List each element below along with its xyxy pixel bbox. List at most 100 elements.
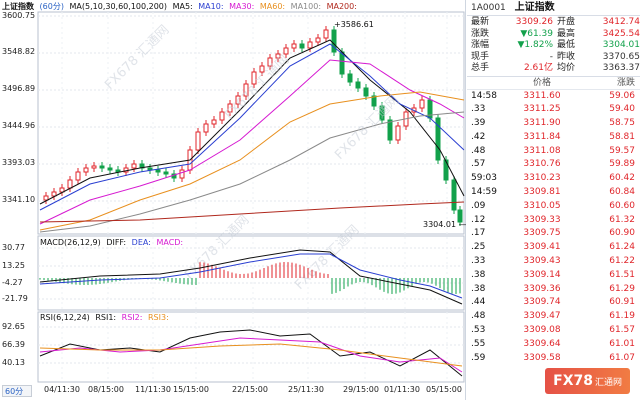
trade-time: .12 xyxy=(471,214,486,225)
trade-time: .39 xyxy=(471,118,486,129)
rsi3-legend: RSI3: xyxy=(147,313,169,322)
chart-area[interactable]: +3586.61 3304.01 — FX678 汇通网 FX678 汇通网 FX678… xyxy=(0,0,466,400)
candle-body xyxy=(395,125,401,141)
trade-row[interactable]: .57 3310.76 59.89 xyxy=(467,158,640,172)
trades-header-time xyxy=(471,77,507,90)
candle-body xyxy=(363,87,369,97)
macd-legend-params: MACD(26,12,9) xyxy=(40,238,101,247)
chart-canvas[interactable]: +3586.61 3304.01 — FX678 汇通网 FX678 汇通网 FX678… xyxy=(0,0,466,400)
quote-value: 3363.37 xyxy=(602,63,640,73)
candle-body xyxy=(43,195,49,201)
candle-body xyxy=(331,29,337,53)
ma200-legend: MA200: xyxy=(326,2,357,11)
macd-y-tick: -4.27 xyxy=(2,278,23,287)
rsi-y-tick: 66.39 xyxy=(2,340,25,349)
trade-row[interactable]: .33 3309.43 61.22 xyxy=(467,255,640,269)
candle-body xyxy=(267,57,273,67)
candle-body xyxy=(291,43,297,49)
trade-time: 14:59 xyxy=(471,187,497,198)
y-tick: 3444.96 xyxy=(2,121,36,130)
candle-body xyxy=(203,123,209,133)
trade-time: .17 xyxy=(471,228,486,239)
quote-value: ▼1.82% xyxy=(517,40,553,50)
trade-row[interactable]: .53 3309.08 61.57 xyxy=(467,324,640,338)
trade-price: 3309.75 xyxy=(523,228,561,239)
trade-row[interactable]: .38 3309.36 61.29 xyxy=(467,283,640,297)
trade-row[interactable]: 59:03 3310.23 60.42 xyxy=(467,172,640,186)
trade-row[interactable]: .38 3309.14 61.51 xyxy=(467,269,640,283)
trade-row[interactable]: .59 3309.58 61.07 xyxy=(467,352,640,366)
rsi2-line xyxy=(39,337,463,373)
trade-row[interactable]: .25 3309.41 61.24 xyxy=(467,241,640,255)
trade-row[interactable]: .17 3309.75 60.90 xyxy=(467,227,640,241)
quote-label: 昨收 xyxy=(557,51,576,62)
candle-body xyxy=(51,191,57,197)
candle-body xyxy=(99,165,105,169)
trade-change: 59.06 xyxy=(609,90,635,101)
timeframe-selector[interactable]: 60分 xyxy=(2,385,32,397)
candle-body xyxy=(347,73,353,83)
trade-price: 3309.58 xyxy=(523,352,561,363)
candle-body xyxy=(251,71,257,85)
dea-legend: DEA: xyxy=(131,238,151,247)
macd-legend: MACD(26,12,9) DIFF: DEA: MACD: xyxy=(40,237,186,249)
candle-body xyxy=(419,99,425,109)
ma100-legend: MA100: xyxy=(290,2,322,11)
trade-price: 3309.47 xyxy=(523,311,561,322)
x-axis-label: 01/11:30 xyxy=(384,385,420,394)
quote-value: 2.61亿 xyxy=(523,63,553,73)
trade-row[interactable]: .55 3309.64 61.01 xyxy=(467,338,640,352)
trade-row[interactable]: 14:58 3311.60 59.06 xyxy=(467,90,640,104)
candle-body xyxy=(107,167,113,171)
candle-body xyxy=(451,179,457,211)
trade-price: 3309.36 xyxy=(523,283,561,294)
candle-body xyxy=(219,111,225,121)
x-axis-label: 11/11:30 xyxy=(135,385,171,394)
period-tag[interactable]: (60分) xyxy=(39,2,64,11)
trade-row[interactable]: .48 3311.08 59.57 xyxy=(467,145,640,159)
candle-body xyxy=(275,53,281,59)
trade-price: 3309.43 xyxy=(523,256,561,267)
trade-time: .33 xyxy=(471,256,486,267)
trade-time: .44 xyxy=(471,297,486,308)
trade-change: 60.42 xyxy=(609,173,635,184)
candle-body xyxy=(435,117,441,161)
trade-price: 3309.41 xyxy=(523,242,561,253)
trade-row[interactable]: .39 3311.90 58.75 xyxy=(467,117,640,131)
trade-row[interactable]: 14:59 3309.81 60.84 xyxy=(467,186,640,200)
trade-row[interactable]: .44 3309.74 60.91 xyxy=(467,296,640,310)
trade-list[interactable]: 14:58 3311.60 59.06 .33 3311.25 59.40 .39 3311.… xyxy=(467,90,640,366)
trade-row[interactable]: .09 3310.05 60.60 xyxy=(467,200,640,214)
trade-time: .48 xyxy=(471,145,486,156)
watermark-text: FX678 汇通网 xyxy=(182,213,252,283)
ma-legend-params: MA(5,10,30,60,100,200) xyxy=(69,2,168,11)
y-tick: 3496.89 xyxy=(2,84,36,93)
rsi-y-tick: 92.65 xyxy=(2,322,25,331)
brand-badge-sub: 汇通网 xyxy=(594,378,622,388)
trade-row[interactable]: .12 3309.33 61.32 xyxy=(467,214,640,228)
candle-body xyxy=(131,163,137,169)
watermark-text: FX678 汇通网 xyxy=(102,23,172,93)
trade-row[interactable]: .42 3311.84 58.81 xyxy=(467,131,640,145)
ma5-line xyxy=(39,39,465,205)
quote-label: 最高 xyxy=(557,28,576,39)
quote-label: 涨跌 xyxy=(471,28,490,39)
ma5-legend: MA5: xyxy=(172,2,193,11)
trade-row[interactable]: .33 3311.25 59.40 xyxy=(467,103,640,117)
main-chart-legend: 上证指数 (60分) MA(5,10,30,60,100,200) MA5: M… xyxy=(2,1,360,13)
trade-time: 59:03 xyxy=(471,173,497,184)
macd-y-tick: 30.77 xyxy=(2,243,25,252)
trade-time: .09 xyxy=(471,200,486,211)
trade-time: .53 xyxy=(471,325,486,336)
ma30-line xyxy=(39,59,465,225)
macd-y-tick: -21.79 xyxy=(2,294,28,303)
candle-body xyxy=(243,83,249,97)
candle-body xyxy=(299,43,305,49)
trade-price: 3309.74 xyxy=(523,297,561,308)
x-axis-label: 22/15:00 xyxy=(232,385,268,394)
trade-row[interactable]: .48 3309.47 61.19 xyxy=(467,310,640,324)
x-axis-label: 05/15:00 xyxy=(426,385,462,394)
quote-value: - xyxy=(549,51,553,62)
trade-time: .48 xyxy=(471,311,486,322)
candle-body xyxy=(179,169,185,179)
